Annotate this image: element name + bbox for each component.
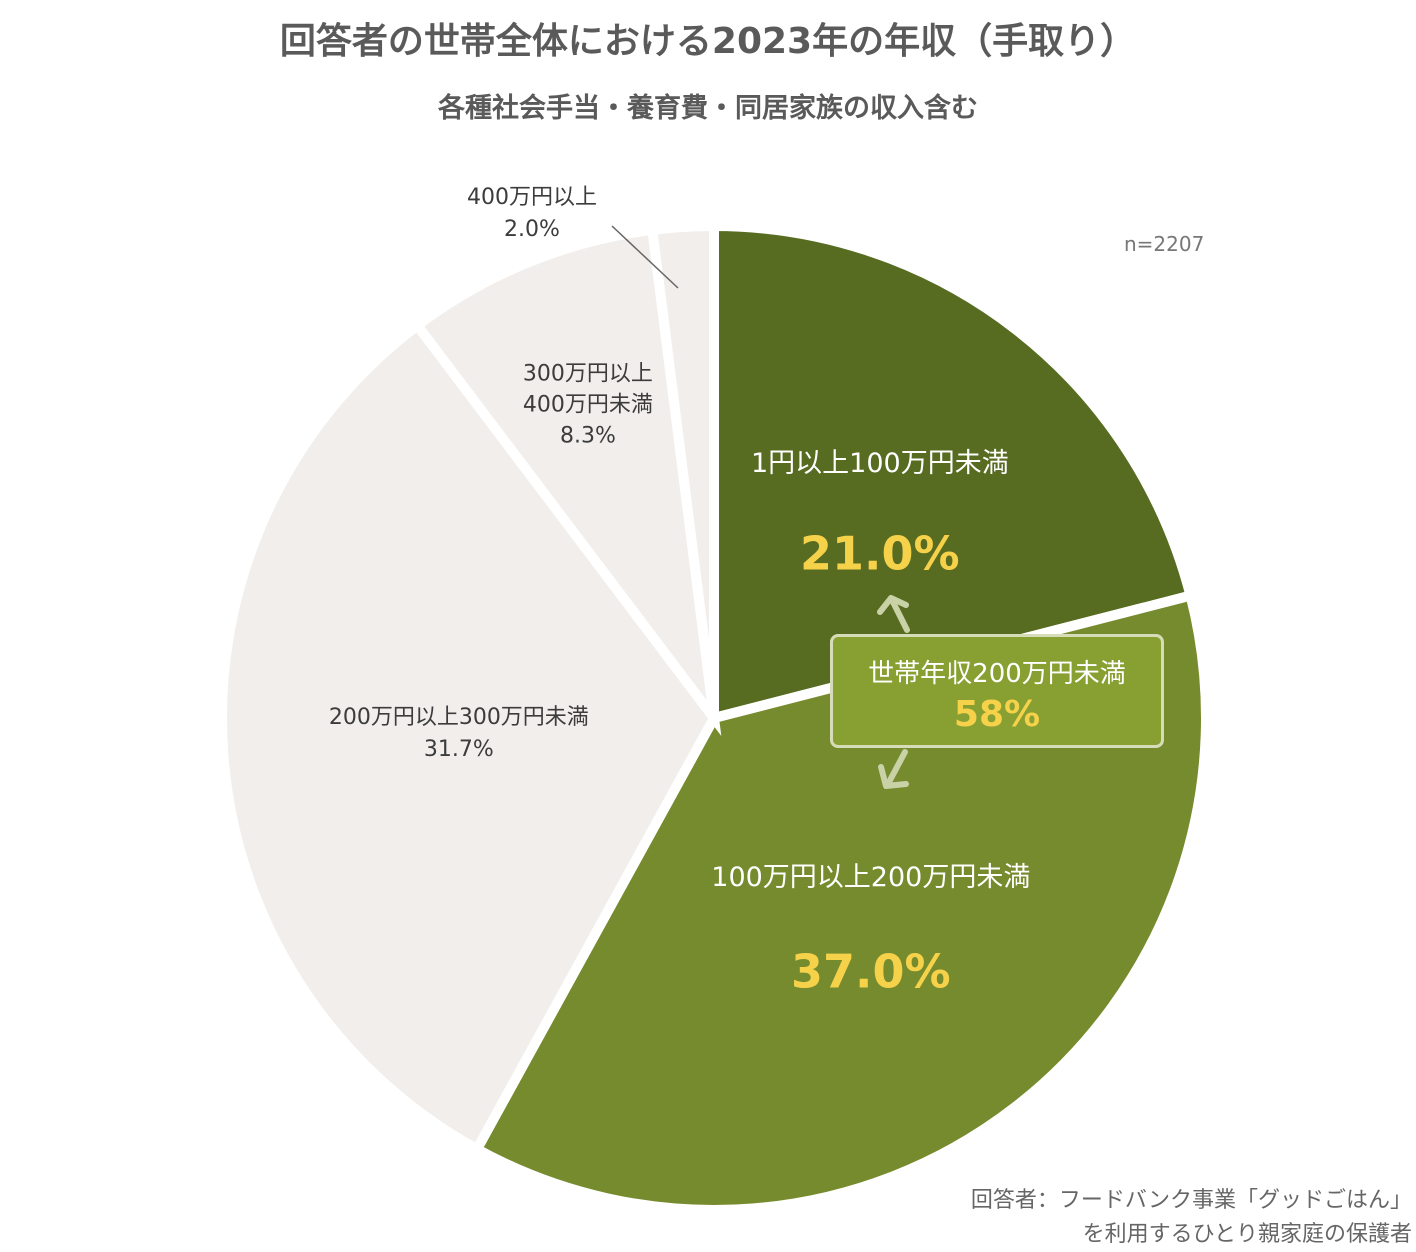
- slice-value-2: 37.0%: [791, 945, 951, 999]
- slice-label-3: 200万円以上300万円未満: [329, 705, 589, 730]
- callout-arrowhead-down: [878, 764, 909, 789]
- callout-arrowhead-up: [877, 595, 909, 615]
- sample-size-label: n=2207: [1124, 232, 1205, 256]
- pie-slice-4: [410, 224, 722, 736]
- slice-label-2: 100万円以上200万円未満: [711, 862, 1030, 893]
- callout-label: 世帯年収200万円未満: [868, 659, 1126, 689]
- pie-slice-5: [646, 220, 719, 719]
- callout-value: 58%: [953, 694, 1041, 735]
- callout-arrow-up: [889, 597, 910, 633]
- chart-subtitle: 各種社会手当・養育費・同居家族の収入含む: [438, 93, 978, 124]
- slice-value-4: 8.3%: [560, 423, 616, 448]
- chart-title: 回答者の世帯全体における2023年の年収（手取り）: [279, 21, 1137, 62]
- pie-slice-1: [709, 220, 1197, 725]
- slice-label-4-line-1: 300万円以上: [523, 362, 653, 387]
- source-line-1: 回答者：フードバンク事業「グッドごはん」: [970, 1188, 1412, 1213]
- source-note: 回答者：フードバンク事業「グッドごはん」 を利用するひとり親家庭の保護者: [971, 1184, 1412, 1252]
- pie-slices: [217, 220, 1211, 1215]
- slice-label-4-line-2: 400万円未満: [523, 392, 653, 417]
- slice-label-5: 400万円以上: [467, 185, 597, 210]
- pie-labels: 1円以上100万円未満 21.0% 100万円以上200万円未満 37.0% 200万円…: [329, 185, 1031, 999]
- callout-arrows: [877, 595, 910, 789]
- slice-label-1: 1円以上100万円未満: [751, 448, 1009, 479]
- callout-arrow-down: [885, 749, 908, 787]
- slice-value-3: 31.7%: [424, 737, 494, 762]
- slice-value-1: 21.0%: [800, 527, 960, 581]
- leader-line-5: [611, 225, 679, 289]
- pie-slice-2: [470, 589, 1211, 1215]
- callout-box: 世帯年収200万円未満 58%: [830, 634, 1164, 748]
- pie-slice-3: [217, 318, 720, 1156]
- source-line-2: を利用するひとり親家庭の保護者: [1082, 1222, 1412, 1247]
- slice-value-5: 2.0%: [504, 217, 560, 242]
